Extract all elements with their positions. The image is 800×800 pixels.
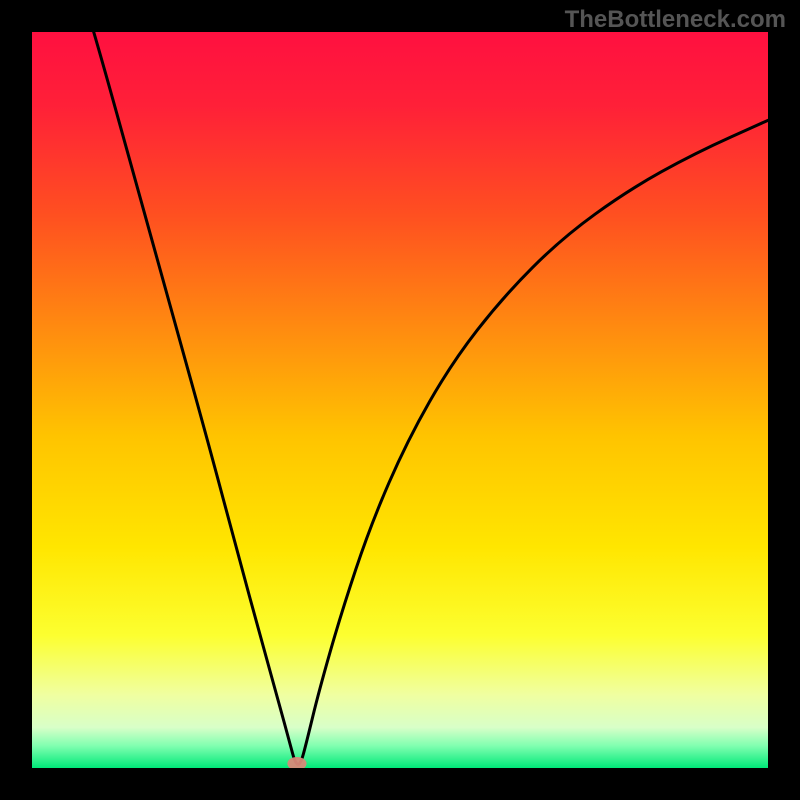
watermark-text: TheBottleneck.com xyxy=(565,6,786,34)
chart-plot xyxy=(32,32,768,768)
chart-background xyxy=(32,32,768,768)
